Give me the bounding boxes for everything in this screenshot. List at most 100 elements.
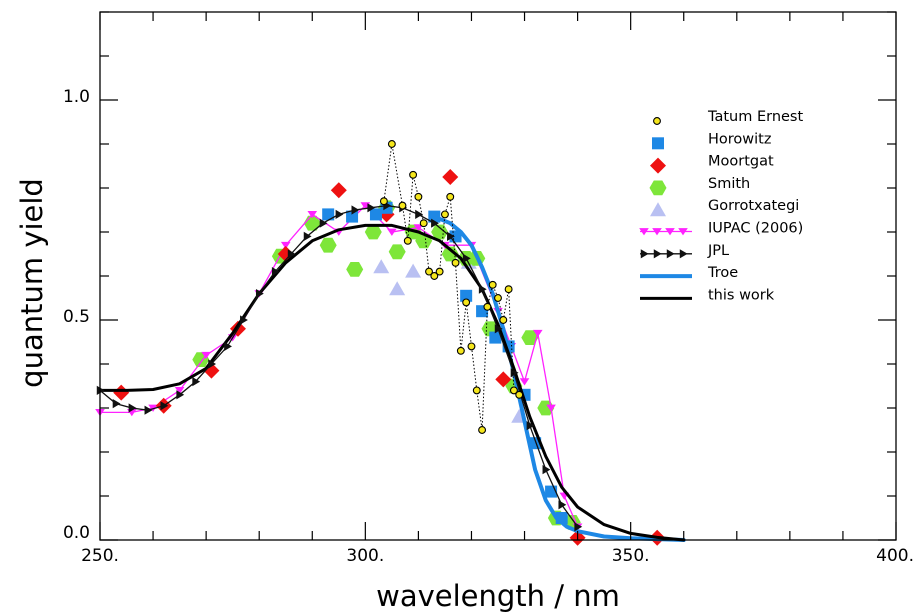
data-point-gorrotxategi <box>405 263 422 278</box>
data-point-tatum-ernest <box>515 390 524 399</box>
data-point-tatum-ernest <box>419 219 428 228</box>
data-point-iupac-2006 <box>519 378 530 386</box>
data-point-jpl <box>558 500 567 510</box>
legend-swatch <box>666 249 675 259</box>
data-point-tatum-ernest <box>398 201 407 210</box>
data-point-iupac-2006 <box>307 211 318 219</box>
y-tick-label: 1.0 <box>63 87 90 107</box>
legend-swatch <box>679 249 688 259</box>
x-tick-label: 400. <box>876 546 914 566</box>
data-point-tatum-ernest <box>451 258 460 267</box>
data-point-gorrotxategi <box>373 259 390 274</box>
data-point-jpl <box>224 341 232 351</box>
legend-label: Horowitz <box>708 131 771 147</box>
data-point-tatum-ernest <box>403 236 412 245</box>
data-point-jpl <box>462 253 471 263</box>
data-point-tatum-ernest <box>379 197 388 206</box>
legend-swatch <box>640 249 649 259</box>
data-point-smith <box>388 244 406 260</box>
legend-swatch <box>652 228 662 236</box>
data-point-iupac-2006 <box>387 228 397 236</box>
data-point-tatum-ernest <box>509 386 518 395</box>
data-point-jpl <box>271 267 280 277</box>
legend-swatch <box>678 228 688 236</box>
data-point-jpl <box>367 203 376 213</box>
data-point-jpl <box>415 209 423 219</box>
data-point-jpl <box>542 465 551 475</box>
data-point-tatum-ernest <box>446 192 455 201</box>
data-point-jpl <box>160 401 169 411</box>
legend-item-this-work: this work <box>640 287 775 303</box>
legend: Tatum Ernest Horowitz Moortgat Smith Gorrotx… <box>639 109 803 303</box>
data-point-tatum-ernest <box>499 316 508 324</box>
data-point-iupac-2006 <box>280 241 291 250</box>
legend-swatch <box>665 228 675 236</box>
data-point-smith <box>319 237 337 253</box>
data-point-tatum-ernest <box>409 170 418 179</box>
legend-item-tatum-ernest: Tatum Ernest <box>653 109 803 125</box>
data-point-jpl <box>128 403 137 413</box>
data-point-jpl <box>176 390 185 400</box>
data-point-jpl <box>351 205 360 215</box>
legend-label: Smith <box>708 176 750 192</box>
data-point-tatum-ernest <box>462 298 471 307</box>
data-point-jpl <box>447 231 455 241</box>
x-tick-label: 250. <box>81 546 119 566</box>
legend-label: this work <box>708 287 775 303</box>
data-point-jpl <box>303 231 312 241</box>
data-point-smith <box>521 330 539 345</box>
data-point-smith <box>441 246 459 262</box>
data-point-tatum-ernest <box>467 342 476 351</box>
legend-label: Tatum Ernest <box>707 109 803 125</box>
legend-swatch <box>639 228 649 236</box>
data-point-iupac-2006 <box>174 387 185 395</box>
legend-item-iupac-2006: IUPAC (2006) <box>639 221 803 237</box>
data-point-moortgat <box>442 169 459 185</box>
data-point-horowitz <box>346 210 359 223</box>
data-point-tatum-ernest <box>414 192 423 201</box>
data-point-horowitz <box>369 208 382 221</box>
data-point-iupac-2006 <box>413 224 424 232</box>
data-point-moortgat <box>113 384 130 401</box>
y-tick-label: 0.5 <box>63 307 90 327</box>
data-point-tatum-ernest <box>472 386 481 395</box>
legend-swatch <box>650 157 666 174</box>
data-point-tatum-ernest <box>425 267 433 276</box>
series-tatum-ernest <box>379 140 524 434</box>
legend-label: Gorrotxategi <box>708 198 799 214</box>
data-point-tatum-ernest <box>478 426 487 434</box>
data-point-iupac-2006 <box>201 351 211 360</box>
data-point-iupac-2006 <box>546 404 556 412</box>
data-point-jpl <box>478 284 487 294</box>
data-point-moortgat <box>495 371 512 388</box>
data-point-moortgat <box>330 182 347 199</box>
legend-item-gorrotxategi: Gorrotxategi <box>650 198 799 217</box>
curve-troe <box>437 216 686 542</box>
data-point-jpl <box>208 359 217 369</box>
data-point-jpl <box>494 324 503 334</box>
x-axis-title: wavelength / nm <box>376 579 620 613</box>
legend-item-jpl: JPL <box>640 243 729 259</box>
legend-swatch <box>653 117 661 125</box>
data-point-jpl <box>319 218 328 228</box>
data-point-tatum-ernest <box>430 272 439 280</box>
y-tick-label: 0.0 <box>63 523 90 543</box>
data-point-jpl <box>240 315 248 325</box>
series-layer <box>95 140 686 546</box>
legend-swatch <box>650 202 666 217</box>
legend-item-smith: Smith <box>649 176 750 196</box>
data-point-jpl <box>112 399 121 409</box>
data-point-horowitz <box>322 208 335 221</box>
legend-swatch <box>652 137 664 150</box>
data-point-gorrotxategi <box>389 281 406 296</box>
legend-label: IUPAC (2006) <box>708 221 803 237</box>
data-point-tatum-ernest <box>488 280 497 289</box>
data-point-jpl <box>574 522 583 532</box>
data-point-smith <box>364 224 382 240</box>
data-point-smith <box>431 224 449 240</box>
data-point-jpl <box>192 377 201 387</box>
legend-item-troe: Troe <box>640 265 738 281</box>
data-point-smith <box>346 262 364 277</box>
data-point-tatum-ernest <box>504 285 513 294</box>
